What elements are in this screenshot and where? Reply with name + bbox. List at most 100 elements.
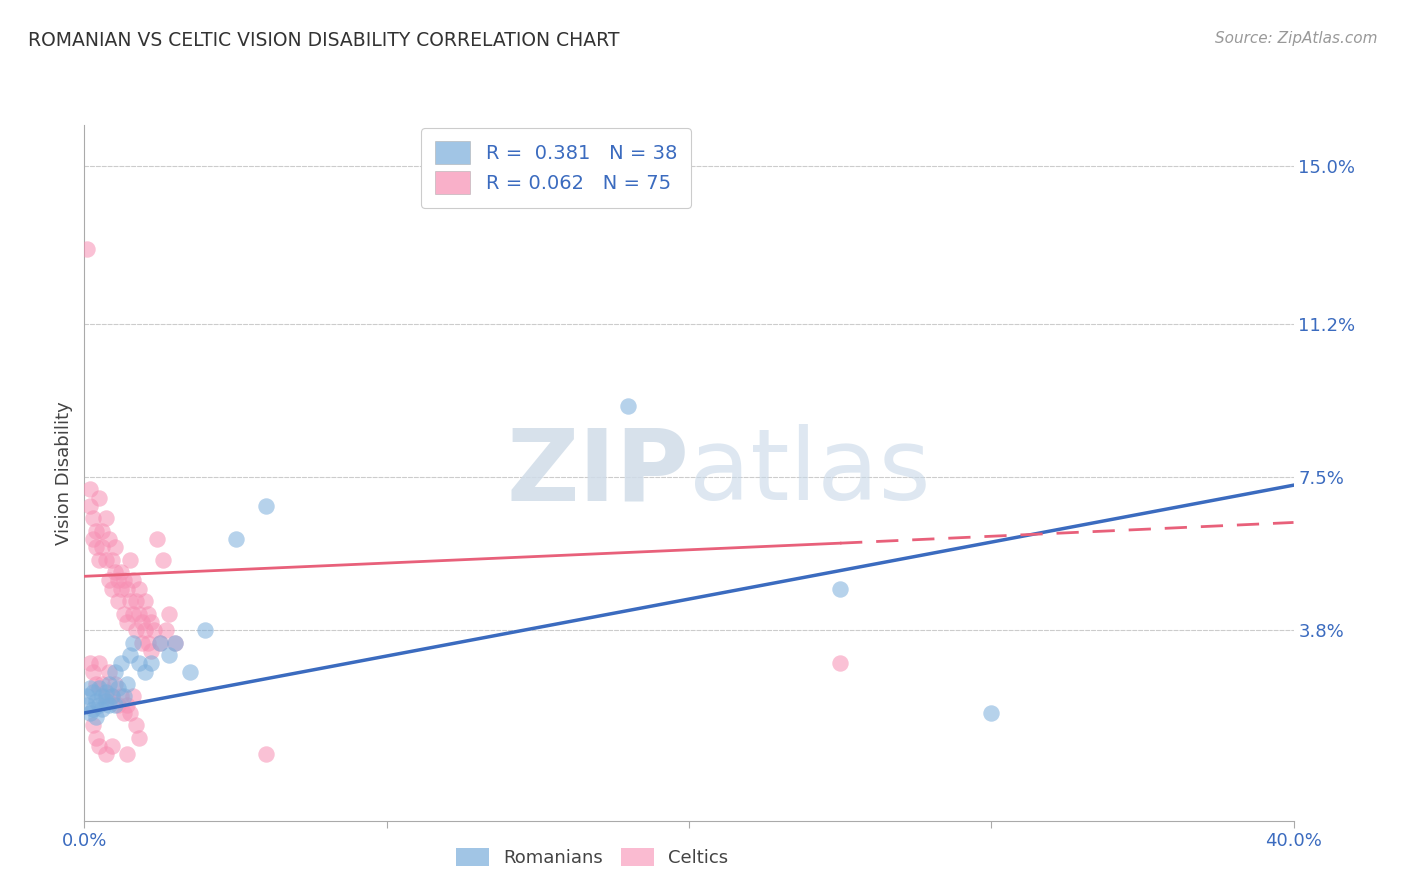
Point: [97, 665, 120, 679]
Point: [112, 690, 135, 704]
Point: [115, 677, 138, 691]
Point: [86, 731, 108, 745]
Point: [115, 582, 138, 596]
Point: [121, 635, 143, 649]
Point: [79, 657, 101, 671]
Point: [89, 681, 111, 695]
Point: [110, 565, 132, 579]
Point: [194, 623, 217, 637]
Point: [86, 677, 108, 691]
Point: [149, 635, 172, 649]
Point: [980, 706, 1002, 720]
Point: [89, 698, 111, 712]
Point: [152, 552, 174, 567]
Point: [139, 615, 162, 629]
Point: [110, 690, 132, 704]
Point: [112, 706, 135, 720]
Point: [112, 574, 135, 588]
Point: [82, 702, 104, 716]
Point: [131, 635, 153, 649]
Point: [128, 657, 150, 671]
Point: [82, 532, 104, 546]
Point: [254, 499, 277, 513]
Point: [89, 739, 111, 753]
Point: [118, 552, 141, 567]
Y-axis label: Vision Disability: Vision Disability: [55, 401, 73, 545]
Point: [89, 657, 111, 671]
Point: [136, 635, 159, 649]
Text: ROMANIAN VS CELTIC VISION DISABILITY CORRELATION CHART: ROMANIAN VS CELTIC VISION DISABILITY COR…: [28, 31, 620, 50]
Legend: Romanians, Celtics: Romanians, Celtics: [449, 840, 735, 874]
Point: [100, 690, 122, 704]
Point: [121, 574, 143, 588]
Point: [97, 574, 120, 588]
Point: [79, 499, 101, 513]
Point: [82, 718, 104, 732]
Point: [82, 511, 104, 525]
Point: [94, 747, 117, 762]
Point: [225, 532, 247, 546]
Point: [131, 615, 153, 629]
Point: [134, 665, 156, 679]
Point: [91, 690, 114, 704]
Point: [139, 644, 162, 658]
Point: [115, 747, 138, 762]
Point: [165, 635, 187, 649]
Point: [830, 657, 852, 671]
Point: [89, 552, 111, 567]
Point: [118, 706, 141, 720]
Point: [157, 648, 180, 662]
Point: [107, 681, 129, 695]
Point: [104, 541, 127, 555]
Point: [91, 524, 114, 538]
Text: Source: ZipAtlas.com: Source: ZipAtlas.com: [1215, 31, 1378, 46]
Point: [179, 665, 201, 679]
Point: [82, 685, 104, 699]
Point: [617, 400, 640, 414]
Point: [100, 739, 122, 753]
Point: [165, 635, 187, 649]
Point: [118, 648, 141, 662]
Point: [128, 607, 150, 621]
Point: [94, 685, 117, 699]
Point: [115, 615, 138, 629]
Point: [121, 690, 143, 704]
Point: [121, 607, 143, 621]
Point: [128, 582, 150, 596]
Point: [86, 541, 108, 555]
Point: [149, 635, 172, 649]
Point: [76, 698, 98, 712]
Text: atlas: atlas: [689, 425, 931, 521]
Point: [830, 582, 852, 596]
Point: [76, 242, 98, 256]
Point: [91, 702, 114, 716]
Point: [254, 747, 277, 762]
Point: [100, 690, 122, 704]
Point: [142, 623, 165, 637]
Point: [100, 552, 122, 567]
Point: [146, 532, 169, 546]
Point: [107, 698, 129, 712]
Point: [79, 706, 101, 720]
Point: [112, 607, 135, 621]
Point: [97, 677, 120, 691]
Point: [134, 594, 156, 608]
Point: [125, 718, 148, 732]
Point: [139, 657, 162, 671]
Point: [91, 541, 114, 555]
Point: [107, 594, 129, 608]
Point: [86, 710, 108, 724]
Point: [104, 665, 127, 679]
Point: [107, 574, 129, 588]
Point: [91, 677, 114, 691]
Point: [104, 677, 127, 691]
Point: [110, 582, 132, 596]
Point: [118, 594, 141, 608]
Point: [94, 690, 117, 704]
Point: [97, 532, 120, 546]
Point: [100, 582, 122, 596]
Point: [94, 552, 117, 567]
Point: [134, 623, 156, 637]
Point: [86, 524, 108, 538]
Point: [82, 665, 104, 679]
